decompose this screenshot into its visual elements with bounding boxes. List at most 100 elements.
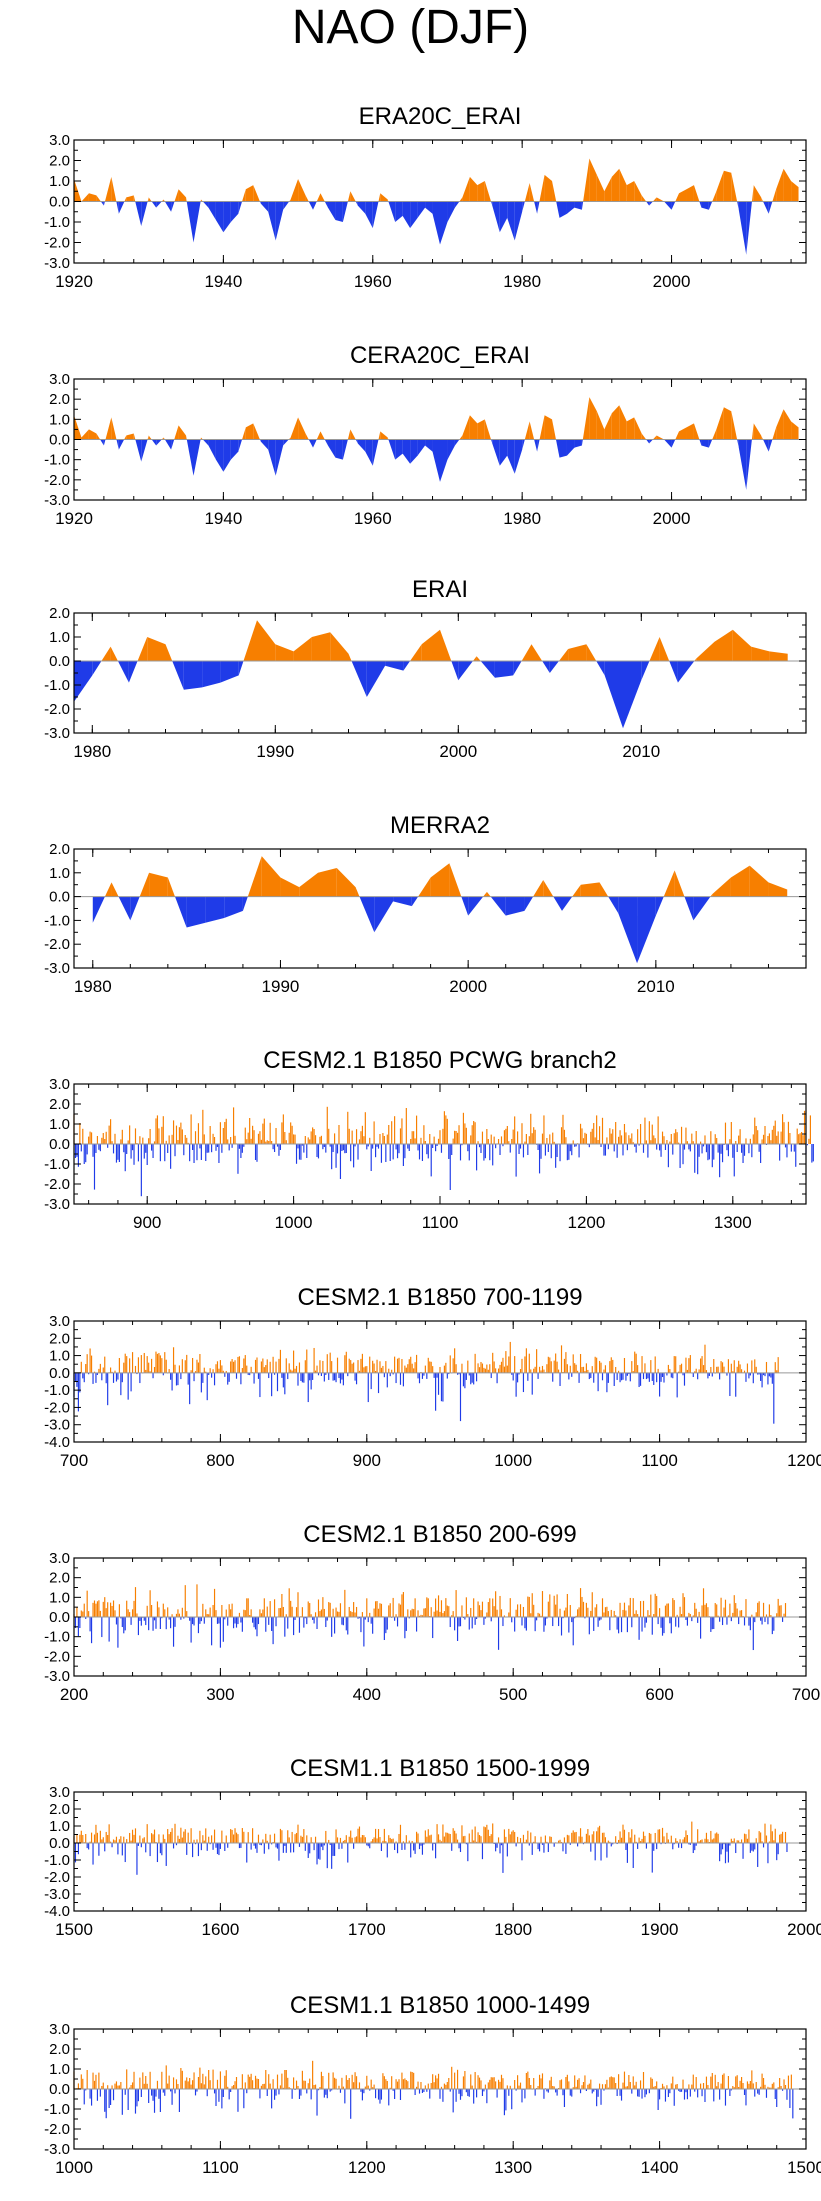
bar — [265, 1617, 267, 1632]
area-segment — [100, 201, 104, 206]
bar — [319, 1136, 321, 1144]
bar — [680, 1614, 683, 1617]
bar — [683, 1837, 686, 1843]
bar — [468, 1833, 470, 1843]
bar — [540, 1370, 542, 1373]
bar — [347, 1111, 349, 1144]
area-segment — [118, 896, 131, 921]
bar — [430, 1607, 432, 1617]
area-segment — [513, 661, 522, 676]
bar — [279, 1144, 282, 1150]
bar — [323, 1843, 325, 1846]
bar — [281, 1830, 283, 1843]
bar — [427, 1598, 429, 1617]
area-segment — [480, 661, 495, 678]
bar — [120, 1139, 122, 1144]
bar — [405, 1367, 407, 1373]
bar — [446, 1832, 448, 1843]
bar — [455, 1590, 457, 1617]
bar — [247, 1832, 249, 1843]
bar — [105, 1831, 107, 1843]
bar — [493, 1361, 495, 1373]
bar — [559, 1608, 561, 1617]
bar — [666, 1140, 668, 1144]
area-segment — [507, 201, 515, 241]
bar — [682, 1372, 684, 1376]
bar — [224, 1122, 226, 1144]
bar — [585, 1833, 587, 1843]
bar — [533, 1604, 535, 1617]
bar — [312, 1372, 314, 1380]
bar — [675, 2084, 677, 2089]
bar — [606, 1843, 608, 1858]
area-segment — [395, 201, 403, 222]
bar — [755, 1612, 757, 1617]
bar — [388, 1368, 390, 1373]
area-segment — [634, 417, 642, 440]
bar — [418, 2089, 421, 2094]
bar — [88, 1136, 90, 1144]
bar — [626, 1617, 628, 1633]
bar — [385, 1617, 387, 1634]
bar — [490, 1372, 492, 1379]
bar — [335, 1144, 337, 1168]
bar — [613, 1372, 615, 1386]
bar — [550, 1361, 552, 1373]
bar — [670, 1372, 672, 1378]
bar — [683, 1144, 686, 1150]
bar — [216, 1843, 219, 1855]
bar — [757, 2089, 759, 2094]
bar — [99, 1363, 101, 1373]
bar — [123, 1617, 125, 1634]
bar — [174, 2089, 176, 2094]
bar — [757, 1843, 759, 1867]
bar — [584, 2075, 586, 2089]
bar — [679, 1839, 681, 1843]
bar — [162, 1116, 164, 1144]
bar — [566, 1593, 568, 1617]
area-segment — [147, 435, 149, 440]
bar — [95, 1824, 97, 1843]
bar — [454, 2072, 456, 2089]
area-segment — [544, 174, 553, 202]
bar — [186, 2077, 188, 2089]
area-segment — [245, 185, 254, 202]
area-segment — [365, 439, 373, 466]
bar — [121, 1617, 123, 1628]
bar — [175, 2079, 178, 2089]
bar — [672, 1843, 674, 1850]
bar — [369, 1356, 371, 1373]
bar — [698, 1144, 700, 1157]
bar — [342, 1144, 344, 1151]
area-segment — [671, 439, 676, 448]
bar — [351, 1130, 353, 1144]
bar — [347, 1843, 349, 1863]
bar — [284, 1372, 286, 1395]
bar — [659, 1608, 661, 1617]
bar — [481, 1843, 484, 1860]
bar — [578, 1836, 580, 1843]
bar — [243, 1831, 245, 1843]
bar — [456, 1617, 459, 1641]
bar — [312, 1617, 314, 1620]
bar — [541, 1365, 544, 1373]
bar — [385, 1361, 387, 1373]
bar — [540, 2078, 542, 2089]
bar — [149, 1590, 151, 1617]
bar — [74, 1144, 77, 1158]
bar — [562, 1843, 564, 1852]
bar — [332, 1843, 334, 1856]
bar — [774, 2089, 776, 2099]
area-segment — [608, 896, 619, 914]
bar — [760, 1832, 762, 1843]
bar — [127, 1372, 129, 1400]
bar — [156, 1353, 159, 1373]
bar — [303, 1144, 305, 1153]
bar — [259, 1609, 261, 1617]
bar — [474, 1353, 476, 1373]
bar — [394, 1356, 396, 1373]
bar — [372, 2087, 374, 2089]
bar — [754, 1117, 756, 1144]
bar — [177, 1835, 179, 1843]
area-segment — [417, 439, 426, 456]
